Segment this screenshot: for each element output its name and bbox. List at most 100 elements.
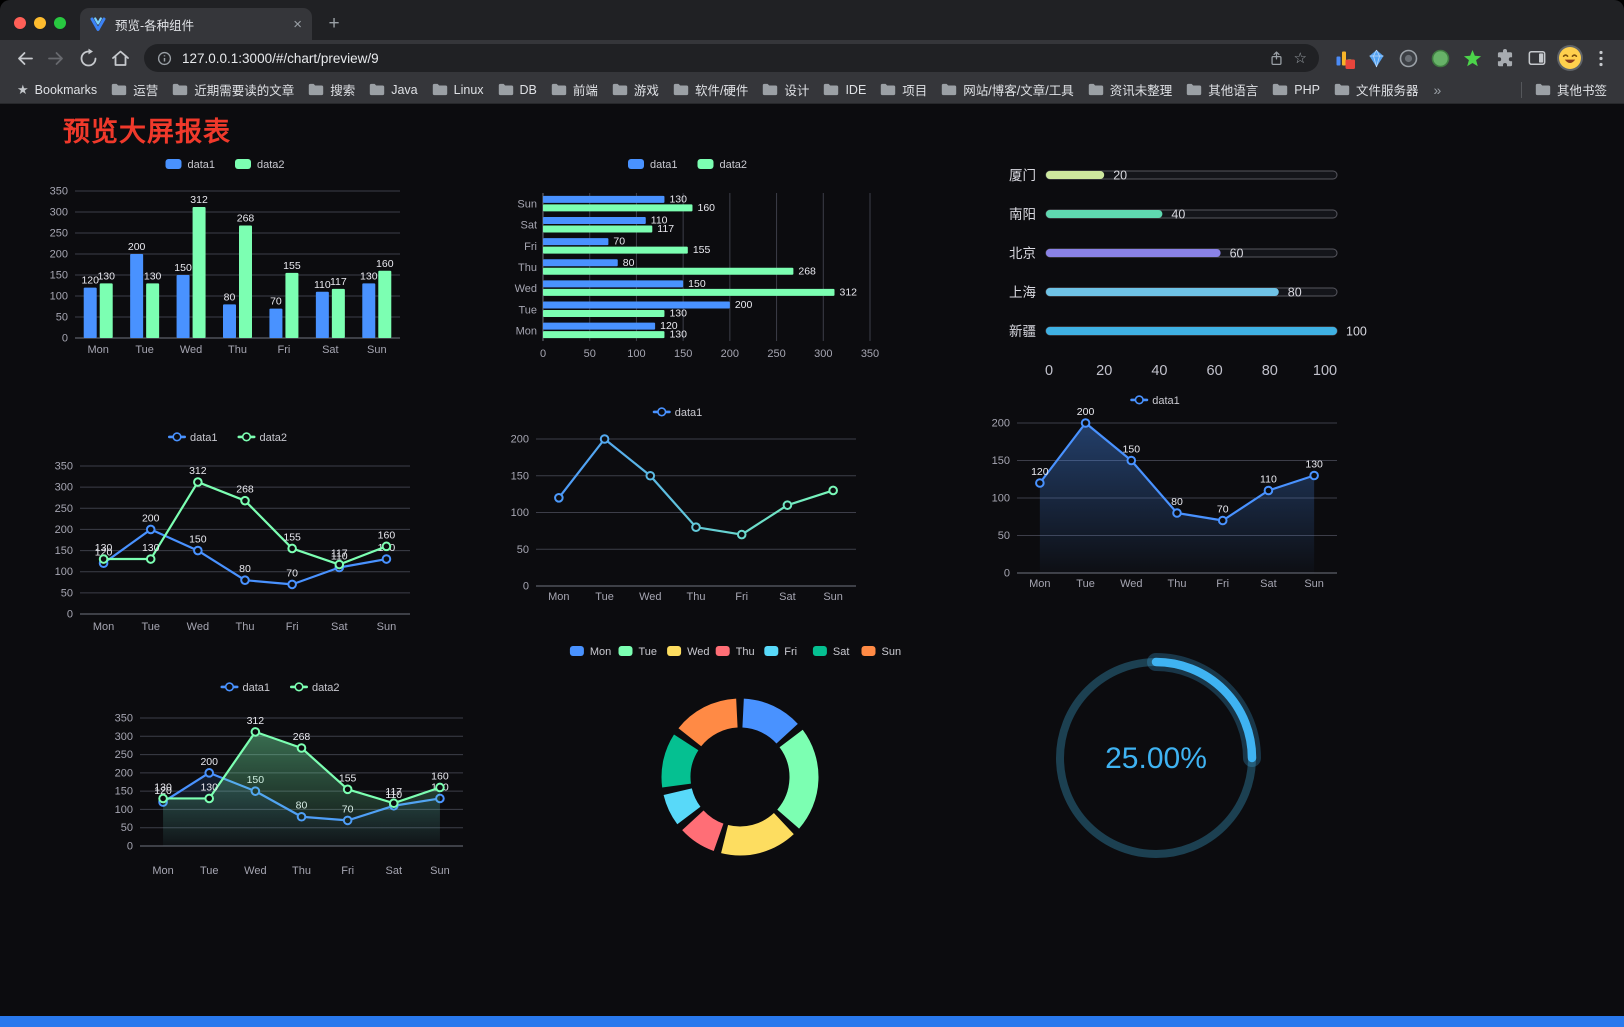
chart-progress-bars[interactable]: 厦门 20 南阳 40 北京 60 上海 80 新疆 100 0 20 40 60 80 100 [995,151,1375,396]
line-gradient-svg[interactable]: 0 50 100 150 200 Mon Tue Wed Thu Fri Sat Sun data1 [500,401,875,617]
bookmark-folder[interactable]: 运营 [104,78,165,102]
minimize-window-button[interactable] [34,17,46,29]
legend[interactable]: data1 [652,407,703,419]
green-star-extension-icon[interactable] [1461,47,1484,70]
extensions-puzzle-icon[interactable] [1493,47,1516,70]
svg-text:Mon: Mon [590,646,611,658]
folder-icon [432,83,447,96]
bookmark-folder[interactable]: 网站/博客/文章/工具 [934,78,1080,102]
pie-slice-Wed[interactable] [721,812,794,856]
home-button[interactable] [106,44,134,72]
svg-text:data1: data1 [675,407,703,419]
grey-circle-extension-icon[interactable] [1397,47,1420,70]
chart-gauge[interactable]: 25.00% [1030,642,1282,878]
share-icon[interactable] [1268,50,1285,67]
svg-text:130: 130 [360,270,378,282]
side-panel-icon[interactable] [1525,47,1548,70]
legend[interactable]: Mon Tue Wed Thu Fri Sat Sun [569,646,901,658]
legend[interactable]: data1 data2 [165,159,285,171]
svg-text:Mon: Mon [548,591,569,603]
bookmark-folder[interactable]: 设计 [755,78,816,102]
bookmark-folder[interactable]: 项目 [873,78,934,102]
svg-text:150: 150 [1123,444,1141,456]
pie-slice-Sun[interactable] [678,698,739,747]
gauge-svg[interactable]: 25.00% [1030,642,1282,878]
bookmark-star-icon[interactable]: ☆ [1293,50,1307,67]
svg-text:110: 110 [314,279,331,291]
svg-text:60: 60 [1207,363,1223,379]
address-bar[interactable]: 127.0.0.1:3000/#/chart/preview/9 ☆ [144,44,1319,72]
close-window-button[interactable] [14,17,26,29]
bookmark-folder[interactable]: 搜索 [301,78,362,102]
bookmark-folder[interactable]: Java [362,78,424,102]
chart-extension-icon[interactable] [1333,47,1356,70]
new-tab-button[interactable]: + [328,13,340,34]
line-area-two-svg[interactable]: 0 50 100 150 200 250 300 350 Mon Tue Wed Thu Fri Sat S… [105,676,475,900]
page-title: 预览大屏报表 [63,117,231,147]
bookmark-folder[interactable]: 文件服务器 [1327,78,1426,102]
svg-text:50: 50 [61,587,73,599]
pie-slice-Sat[interactable] [661,734,699,788]
legend[interactable]: data1 data2 [628,159,747,171]
tab-favicon [90,17,106,31]
bookmark-folder[interactable]: 前端 [544,78,605,102]
chart-line-area-two[interactable]: 0 50 100 150 200 250 300 350 Mon Tue Wed Thu Fri Sat S… [105,676,475,900]
chart-line-gradient[interactable]: 0 50 100 150 200 Mon Tue Wed Thu Fri Sat Sun data1 [500,401,875,617]
bookmark-folder[interactable]: DB [491,78,544,102]
forward-button[interactable] [42,44,70,72]
line-two-series-svg[interactable]: 0 50 100 150 200 250 300 350 Mon Tue Wed Thu Fri Sat S… [45,426,430,650]
chart-line-two-series[interactable]: 0 50 100 150 200 250 300 350 Mon Tue Wed Thu Fri Sat S… [45,426,430,650]
browser-tab[interactable]: 预览-各种组件 × [80,8,312,40]
svg-text:0: 0 [1045,363,1053,379]
reload-button[interactable] [74,44,102,72]
svg-text:130: 130 [154,781,172,793]
svg-text:data1: data1 [243,682,271,694]
gem-extension-icon[interactable] [1365,47,1388,70]
svg-text:130: 130 [200,781,218,793]
other-bookmarks-item[interactable]: 其他书签 [1528,78,1614,102]
bookmark-folder[interactable]: IDE [816,78,873,102]
chrome-menu-button[interactable] [1592,47,1610,70]
bookmark-folder[interactable]: 近期需要读的文章 [165,78,301,102]
bookmarks-overflow-chevron[interactable]: » [1433,81,1442,98]
reload-icon [80,48,96,66]
chart-bar-horizontal[interactable]: data1 data2 0 50 100 150 200 250 300 350 Sun Sat Fri… [500,151,895,369]
legend[interactable]: data1 data2 [220,682,340,694]
bookmark-folder[interactable]: 其他语言 [1179,78,1265,102]
bookmark-folder[interactable]: 资讯未整理 [1081,78,1180,102]
pie-slice-Fri[interactable] [663,787,701,825]
svg-text:南阳: 南阳 [1009,207,1036,222]
svg-text:50: 50 [998,530,1010,542]
bookmark-folder[interactable]: 软件/硬件 [666,78,755,102]
pie-slice-Mon[interactable] [741,698,798,744]
page-info-icon[interactable] [156,50,173,67]
chart-bar-vertical[interactable]: data1 data2 0 50 100 150 200 250 300 350 Mon Tue Wed… [40,151,430,369]
green-circle-extension-icon[interactable] [1429,47,1452,70]
bookmark-folder[interactable]: PHP [1265,78,1327,102]
chart-donut[interactable]: Mon Tue Wed Thu Fri Sat Sun [545,636,935,888]
bookmark-folder[interactable]: 游戏 [605,78,666,102]
svg-text:300: 300 [55,482,73,494]
pie-slice-Tue[interactable] [776,729,819,829]
legend[interactable]: data1 [1130,395,1180,407]
tab-close-icon[interactable]: × [293,15,302,33]
svg-text:0: 0 [62,333,68,345]
svg-text:Fri: Fri [735,591,748,603]
svg-text:110: 110 [1260,474,1277,486]
star-icon: ★ [17,81,29,97]
url-text[interactable]: 127.0.0.1:3000/#/chart/preview/9 [182,50,379,66]
profile-avatar[interactable] [1557,45,1583,71]
bookmarks-root-item[interactable]: ★ Bookmarks [10,78,104,102]
bar-vertical-svg[interactable]: data1 data2 0 50 100 150 200 250 300 350 Mon Tue Wed… [40,151,430,369]
back-button[interactable] [10,44,38,72]
zoom-window-button[interactable] [54,17,66,29]
legend[interactable]: data1 data2 [168,432,287,444]
svg-text:40: 40 [1151,363,1167,379]
bar-horizontal-svg[interactable]: data1 data2 0 50 100 150 200 250 300 350 Sun Sat Fri… [500,151,895,369]
progress-bars-svg[interactable]: 厦门 20 南阳 40 北京 60 上海 80 新疆 100 0 20 40 60 80 100 [995,151,1375,396]
pie-slice-Thu[interactable] [682,809,725,851]
chart-area-single[interactable]: 0 50 100 150 200 Mon Tue Wed Thu Fri Sat Sun 120 200 1… [985,389,1345,601]
bookmark-folder[interactable]: Linux [425,78,491,102]
donut-svg[interactable]: Mon Tue Wed Thu Fri Sat Sun [545,636,935,888]
area-single-svg[interactable]: 0 50 100 150 200 Mon Tue Wed Thu Fri Sat Sun 120 200 1… [985,389,1345,601]
